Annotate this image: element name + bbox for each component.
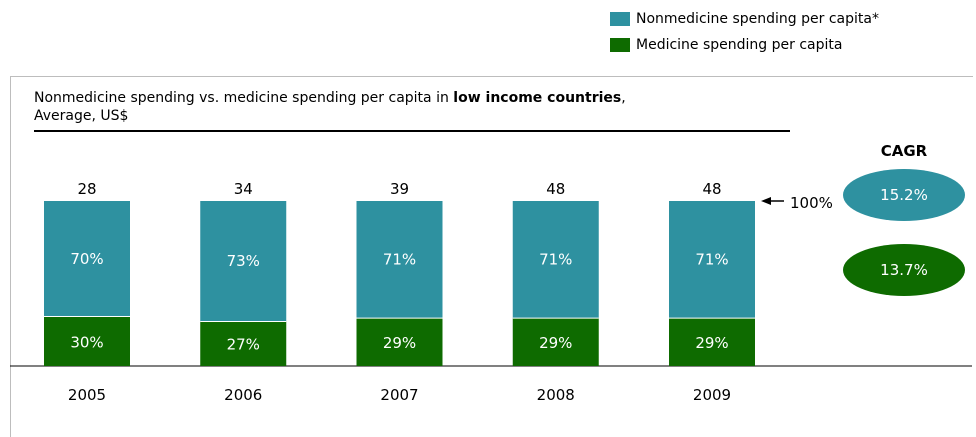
x-tick-label-2006: 2006 [224,386,262,404]
chart-panel [10,76,973,437]
bar-nonmedicine-2009 [669,201,755,319]
data-label-medicine-2006: 27% [227,336,260,354]
title-line2: Average, US$ [34,108,129,124]
title-rule [34,130,790,132]
legend-item-nonmedicine: Nonmedicine spending per capita* [610,6,879,32]
annotation-100-label: 100% [790,194,833,212]
legend-label-medicine: Medicine spending per capita [636,37,843,53]
x-tick-label-2009: 2009 [693,386,731,404]
bar-nonmedicine-2008 [512,201,599,319]
bar-nonmedicine-2005 [44,201,130,317]
bar-nonmedicine-2006 [200,201,287,322]
bar-medicine-2006 [200,321,287,366]
data-label-medicine-2008: 29% [539,334,572,352]
data-label-medicine-2007: 29% [383,334,416,352]
data-label-nonmedicine-2007: 71% [383,251,416,269]
total-label-2008: 48 [546,180,565,198]
data-label-nonmedicine-2006: 73% [227,252,260,270]
cagr-ellipse-2 [843,244,965,296]
total-label-2009: 48 [702,180,721,198]
data-label-nonmedicine-2005: 70% [70,250,103,268]
total-label-2007: 39 [390,180,409,198]
legend-swatch-medicine [610,38,630,52]
legend: Nonmedicine spending per capita* Medicin… [610,6,879,58]
total-label-2005: 28 [77,180,96,198]
data-label-nonmedicine-2009: 71% [695,251,728,269]
x-tick-label-2007: 2007 [380,386,418,404]
bar-nonmedicine-2007 [356,201,443,319]
bar-medicine-2007 [356,318,443,366]
cagr-heading: CAGR [881,142,928,160]
total-label-2006: 34 [234,180,253,198]
bar-medicine-2005 [44,316,130,366]
cagr-value-2: 13.7% [880,261,928,279]
data-label-medicine-2005: 30% [70,333,103,351]
data-label-medicine-2009: 29% [695,334,728,352]
x-tick-label-2008: 2008 [537,386,575,404]
title-bold: low income countries [453,90,622,106]
cagr-value-1: 15.2% [880,186,928,204]
title-suffix: , [621,90,626,106]
title-prefix: Nonmedicine spending vs. medicine spendi… [34,90,454,106]
legend-label-nonmedicine: Nonmedicine spending per capita* [636,11,879,27]
legend-swatch-nonmedicine [610,12,630,26]
x-tick-label-2005: 2005 [68,386,106,404]
legend-item-medicine: Medicine spending per capita [610,32,879,58]
cagr-ellipse-1 [843,169,965,221]
bar-medicine-2008 [512,318,599,366]
data-label-nonmedicine-2008: 71% [539,251,572,269]
annotation-arrow-head [761,197,771,205]
bar-medicine-2009 [669,318,755,366]
chart-title: Nonmedicine spending vs. medicine spendi… [34,89,626,125]
